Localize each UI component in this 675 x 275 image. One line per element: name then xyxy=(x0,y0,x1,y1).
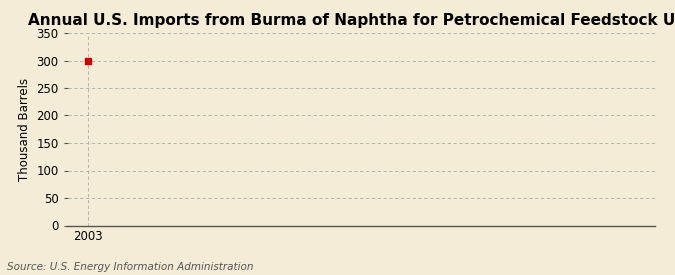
Title: Annual U.S. Imports from Burma of Naphtha for Petrochemical Feedstock Use: Annual U.S. Imports from Burma of Naphth… xyxy=(28,13,675,28)
Text: Source: U.S. Energy Information Administration: Source: U.S. Energy Information Administ… xyxy=(7,262,253,272)
Y-axis label: Thousand Barrels: Thousand Barrels xyxy=(18,78,30,181)
